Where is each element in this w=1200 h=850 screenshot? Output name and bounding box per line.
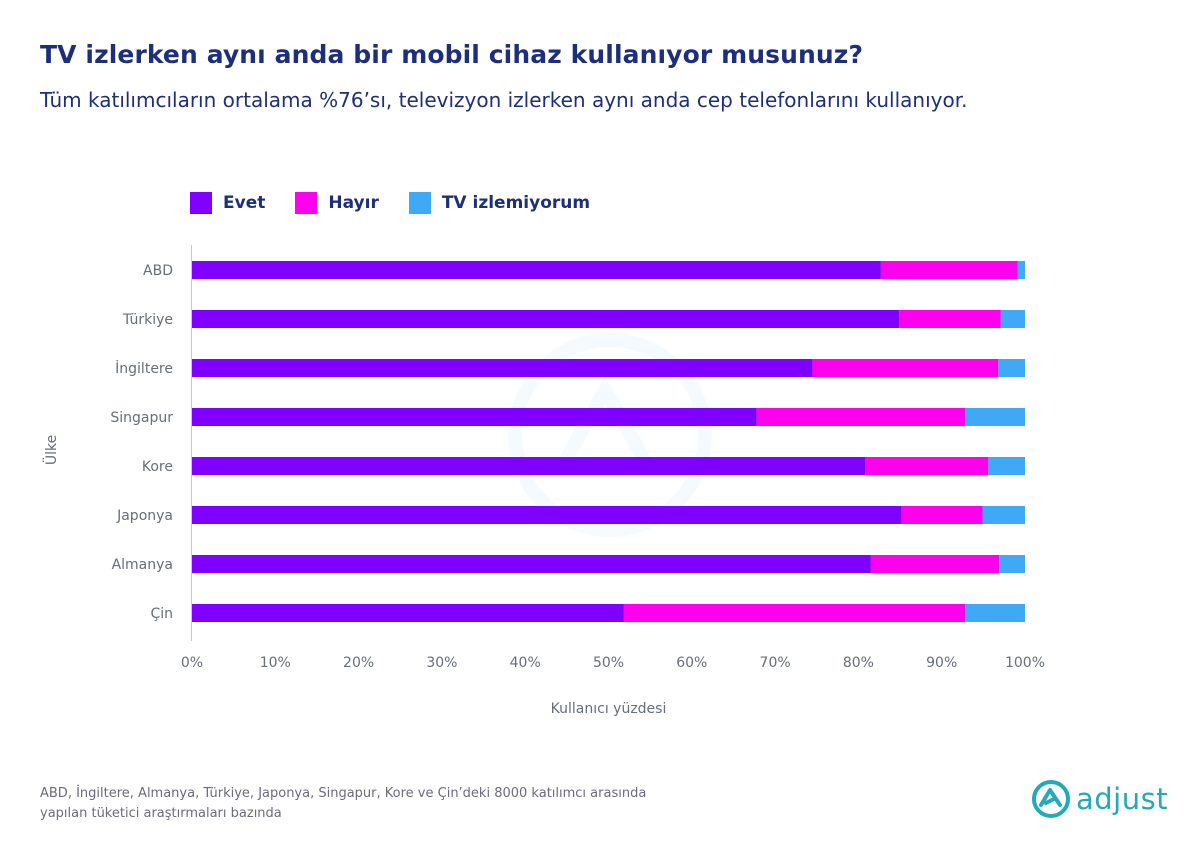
y-tick-label: Almanya <box>112 557 173 573</box>
y-tick-label: İngiltere <box>115 359 173 377</box>
bar-tv-izlemiyorum-singapur <box>965 408 1025 426</box>
watermark-logo-icon <box>508 333 712 537</box>
bar-hayır-almanya <box>870 555 1000 573</box>
bar-hayır-japonya <box>901 506 983 524</box>
bar-evet-singapur <box>192 408 757 426</box>
legend-label-tv-izlemiyorum: TV izlemiyorum <box>441 193 591 213</box>
bar-evet-abd <box>192 261 881 279</box>
x-tick-label: 100% <box>1005 655 1045 671</box>
x-tick-label: 90% <box>926 655 957 671</box>
y-axis-label: Ülke <box>42 435 60 465</box>
legend-swatch-evet <box>190 192 212 214</box>
y-tick-label: Çin <box>150 606 173 622</box>
bar-hayır-singapur <box>756 408 966 426</box>
bar-evet-çin <box>192 604 624 622</box>
chart-title: TV izlerken aynı anda bir mobil cihaz ku… <box>40 40 864 69</box>
legend-item-tv-izlemiyorum: TV izlemiyorum <box>408 192 591 214</box>
x-tick-label: 80% <box>843 655 874 671</box>
footnote: ABD, İngiltere, Almanya, Türkiye, Japony… <box>40 784 646 824</box>
y-tick-label: Japonya <box>116 508 173 524</box>
adjust-logo-text: adjust <box>1076 782 1169 816</box>
x-tick-label: 10% <box>260 655 291 671</box>
bar-hayır-türkiye <box>899 310 1001 328</box>
bar-tv-izlemiyorum-i-ngiltere <box>998 359 1025 377</box>
y-tick-label: Singapur <box>110 410 173 426</box>
bar-tv-izlemiyorum-abd <box>1017 261 1025 279</box>
bar-hayır-i-ngiltere <box>812 359 999 377</box>
footnote-line-1: ABD, İngiltere, Almanya, Türkiye, Japony… <box>40 786 647 801</box>
bar-evet-japonya <box>192 506 902 524</box>
legend-item-hayir: Hayır <box>295 192 379 214</box>
bar-tv-izlemiyorum-çin <box>965 604 1025 622</box>
bar-tv-izlemiyorum-kore <box>988 457 1025 475</box>
bar-tv-izlemiyorum-almanya <box>999 555 1025 573</box>
legend-label-hayir: Hayır <box>328 193 379 213</box>
x-tick-label: 60% <box>676 655 707 671</box>
footnote-line-2: yapılan tüketici araştırmaları bazında <box>40 806 282 821</box>
bar-hayır-çin <box>623 604 966 622</box>
x-tick-label: 0% <box>181 655 203 671</box>
chart-legend: Evet Hayır TV izlemiyorum <box>190 192 620 214</box>
legend-item-evet: Evet <box>190 192 265 214</box>
y-tick-label: Türkiye <box>122 312 173 328</box>
x-tick-label: 40% <box>510 655 541 671</box>
bar-evet-kore <box>192 457 866 475</box>
legend-swatch-hayir <box>295 192 318 214</box>
bar-tv-izlemiyorum-türkiye <box>1000 310 1025 328</box>
x-axis-label: Kullanıcı yüzdesi <box>551 701 667 717</box>
legend-swatch-tv-izlemiyorum <box>408 192 431 214</box>
x-tick-label: 70% <box>760 655 791 671</box>
bar-evet-i-ngiltere <box>192 359 813 377</box>
x-tick-label: 30% <box>426 655 457 671</box>
chart-subtitle: Tüm katılımcıların ortalama %76’sı, tele… <box>40 88 968 112</box>
bar-hayır-kore <box>865 457 989 475</box>
x-tick-label: 50% <box>593 655 624 671</box>
legend-label-evet: Evet <box>223 193 266 213</box>
bar-evet-türkiye <box>192 310 900 328</box>
y-tick-label: ABD <box>143 263 173 279</box>
bar-evet-almanya <box>192 555 871 573</box>
bar-hayır-abd <box>880 261 1018 279</box>
y-tick-label: Kore <box>142 459 173 475</box>
bar-tv-izlemiyorum-japonya <box>982 506 1025 524</box>
adjust-logo: adjust <box>1030 778 1168 820</box>
x-tick-label: 20% <box>343 655 374 671</box>
adjust-logo-icon <box>1032 780 1070 818</box>
